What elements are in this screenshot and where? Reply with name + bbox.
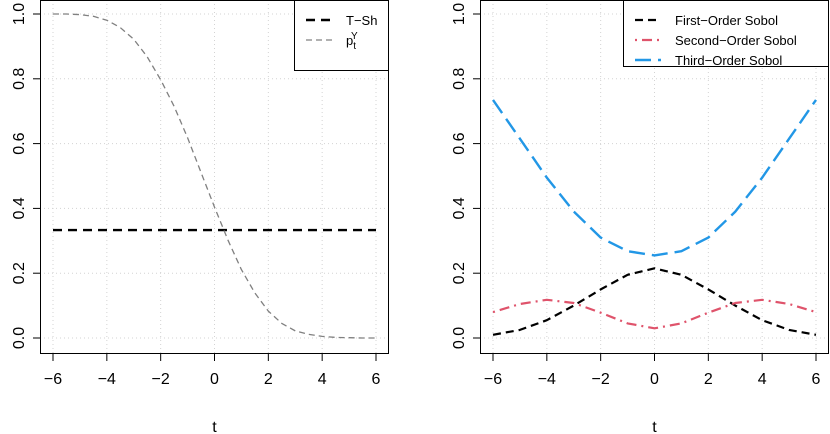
legend-label-1: T−Sh: [346, 13, 377, 28]
x-tick-label: 2: [264, 371, 273, 388]
x-tick-label: −4: [538, 371, 556, 388]
x-tick-label: −2: [592, 371, 610, 388]
x-tick-label: 6: [812, 371, 821, 388]
y-tick-label: 0.0: [11, 327, 28, 349]
plot-frame: [40, 0, 389, 354]
y-tick-label: 1.0: [11, 3, 28, 25]
series-line-2: [492, 298, 817, 330]
y-tick-label: 0.2: [451, 262, 468, 284]
x-tick-label: 0: [210, 371, 219, 388]
chart-panel-1: −6 −4 −2 0 2 4 6 0.0 0.2 0.4 0.6 0.8 1.0 t T−Sh ptY: [11, 0, 389, 434]
legend: T−Sh ptY: [294, 0, 389, 71]
x-axis-label: t: [652, 419, 657, 434]
legend: First−Order Sobol Second−Order Sobol Third…: [623, 0, 829, 68]
x-tick-label: 6: [372, 371, 381, 388]
y-tick-label: 0.8: [451, 68, 468, 90]
y-tick-label: 0.0: [451, 327, 468, 349]
legend-box: [294, 0, 389, 71]
y-tick-label: 0.4: [11, 197, 28, 219]
y-tick-label: 1.0: [451, 3, 468, 25]
x-tick-label: 4: [758, 371, 767, 388]
legend-label-2: ptY: [346, 31, 358, 52]
legend-label-1: First−Order Sobol: [675, 13, 778, 28]
legend-label-2: Second−Order Sobol: [675, 33, 797, 48]
x-tick-label: −6: [44, 371, 62, 388]
x-tick-label: 0: [650, 371, 659, 388]
series-line-3: [492, 99, 817, 257]
legend-label-3: Third−Order Sobol: [675, 53, 782, 68]
legend-label-subscript: t: [353, 41, 356, 52]
series-line-2: [53, 13, 376, 339]
series-line-1: [492, 267, 817, 336]
chart-panel-2: −6 −4 −2 0 2 4 6 0.0 0.2 0.4 0.6 0.8 1.0 t First−Order…: [451, 0, 829, 434]
legend-box: [623, 0, 829, 67]
y-tick-label: 0.8: [11, 68, 28, 90]
x-tick-label: −6: [484, 371, 502, 388]
y-tick-label: 0.6: [11, 132, 28, 154]
y-tick-label: 0.2: [11, 262, 28, 284]
legend-label-superscript: Y: [351, 31, 358, 42]
x-tick-label: −2: [152, 371, 170, 388]
y-tick-label: 0.4: [451, 197, 468, 219]
x-tick-label: 2: [704, 371, 713, 388]
x-axis-label: t: [212, 419, 217, 434]
x-tick-label: 4: [318, 371, 327, 388]
y-tick-label: 0.6: [451, 132, 468, 154]
x-tick-label: −4: [98, 371, 116, 388]
